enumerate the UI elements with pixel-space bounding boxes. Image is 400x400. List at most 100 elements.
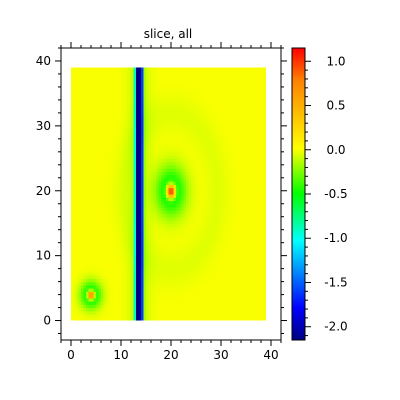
heatmap-cell: [71, 142, 75, 146]
heatmap-cell: [131, 239, 135, 244]
heatmap-cell: [86, 288, 90, 292]
heatmap-cell: [116, 83, 120, 88]
heatmap-cell: [183, 135, 187, 140]
heatmap-cell: [153, 219, 157, 224]
heatmap-cell: [141, 307, 145, 312]
heatmap-cell: [116, 132, 120, 137]
heatmap-cell: [108, 93, 112, 98]
heatmap-cell: [168, 314, 172, 318]
heatmap-cell: [228, 132, 232, 137]
heatmap-cell: [108, 252, 112, 257]
heatmap-cell: [161, 236, 165, 241]
heatmap-cell: [198, 200, 202, 205]
heatmap-cell: [196, 112, 200, 117]
heatmap-cell: [191, 213, 195, 218]
heatmap-cell: [203, 242, 207, 247]
heatmap-cell: [191, 275, 195, 279]
heatmap-cell: [131, 245, 135, 250]
heatmap-cell: [78, 155, 82, 159]
heatmap-cell: [98, 151, 102, 156]
heatmap-cell: [156, 291, 160, 296]
heatmap-cell: [211, 291, 215, 296]
heatmap-cell: [198, 171, 202, 176]
heatmap-cell: [103, 99, 107, 104]
heatmap-cell: [166, 249, 170, 253]
heatmap-cell: [91, 181, 95, 185]
heatmap-cell: [223, 262, 227, 266]
heatmap-cell: [223, 226, 227, 231]
heatmap-cell: [136, 232, 140, 237]
heatmap-cell: [96, 96, 100, 101]
heatmap-cell: [126, 125, 130, 130]
heatmap-cell: [91, 226, 95, 231]
heatmap-cell: [186, 252, 190, 257]
heatmap-cell: [111, 206, 115, 211]
heatmap-cell: [111, 284, 115, 289]
heatmap-cell: [98, 77, 102, 82]
heatmap-cell: [216, 262, 220, 266]
heatmap-cell: [83, 122, 87, 127]
heatmap-cell: [208, 155, 212, 159]
heatmap-cell: [208, 242, 212, 247]
heatmap-cell: [146, 262, 150, 266]
heatmap-cell: [188, 119, 192, 124]
heatmap-cell: [198, 187, 202, 192]
heatmap-cell: [223, 129, 227, 133]
heatmap-cell: [106, 80, 110, 85]
heatmap-cell: [101, 304, 105, 309]
heatmap-cell: [193, 307, 197, 312]
heatmap-cell: [103, 181, 107, 185]
heatmap-cell: [108, 203, 112, 208]
heatmap-cell: [88, 275, 92, 279]
heatmap-cell: [176, 164, 180, 169]
heatmap-cell: [168, 148, 172, 153]
heatmap-cell: [186, 138, 190, 143]
heatmap-cell: [81, 122, 85, 127]
heatmap-cell: [171, 304, 175, 309]
heatmap-cell: [113, 80, 117, 85]
heatmap-cell: [191, 155, 195, 159]
heatmap-cell: [213, 187, 217, 192]
heatmap-cell: [143, 203, 147, 208]
heatmap-cell: [166, 307, 170, 312]
heatmap-cell: [191, 116, 195, 120]
heatmap-cell: [111, 307, 115, 312]
heatmap-cell: [73, 181, 77, 185]
heatmap-cell: [211, 77, 215, 82]
heatmap-cell: [163, 148, 167, 153]
heatmap-cell: [148, 314, 152, 318]
heatmap-cell: [81, 135, 85, 140]
heatmap-cell: [78, 77, 82, 82]
heatmap-cell: [73, 70, 77, 75]
heatmap-cell: [166, 116, 170, 120]
heatmap-cell: [211, 171, 215, 176]
heatmap-cell: [151, 190, 155, 195]
heatmap-cell: [141, 223, 145, 228]
heatmap-cell: [223, 80, 227, 85]
heatmap-cell: [121, 239, 125, 244]
heatmap-cell: [83, 125, 87, 130]
heatmap-cell: [183, 262, 187, 266]
heatmap-cell: [131, 135, 135, 140]
heatmap-cell: [111, 96, 115, 101]
heatmap-cell: [181, 187, 185, 192]
heatmap-cell: [161, 142, 165, 146]
heatmap-cell: [143, 181, 147, 185]
heatmap-cell: [98, 262, 102, 266]
heatmap-cell: [78, 145, 82, 150]
heatmap-cell: [163, 158, 167, 163]
heatmap-cell: [83, 119, 87, 124]
heatmap-cell: [163, 106, 167, 111]
heatmap-cell: [96, 307, 100, 312]
heatmap-cell: [136, 145, 140, 150]
heatmap-cell: [131, 229, 135, 234]
heatmap-cell: [111, 304, 115, 309]
heatmap-cell: [91, 80, 95, 85]
heatmap-cell: [108, 317, 112, 321]
heatmap-cell: [73, 90, 77, 95]
heatmap-cell: [143, 275, 147, 279]
heatmap-cell: [168, 103, 172, 107]
heatmap-cell: [113, 275, 117, 279]
heatmap-cell: [101, 90, 105, 95]
heatmap-cell: [181, 281, 185, 286]
